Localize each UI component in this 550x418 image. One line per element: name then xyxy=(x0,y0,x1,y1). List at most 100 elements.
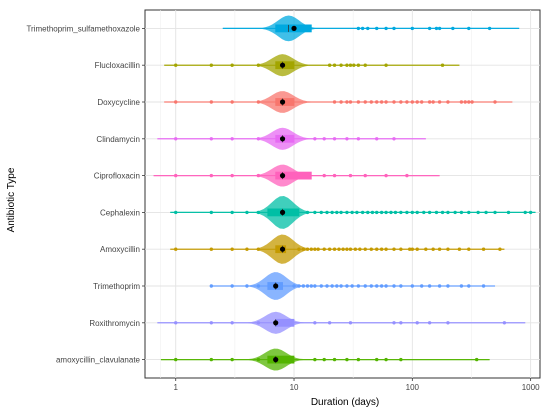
outlier-point xyxy=(493,100,497,104)
outlier-point xyxy=(327,321,332,325)
outlier-point xyxy=(174,247,178,251)
iqr-box xyxy=(267,355,295,364)
outlier-point xyxy=(337,247,341,251)
outlier-point xyxy=(384,63,388,67)
outlier-point xyxy=(384,247,388,251)
outlier-point xyxy=(356,357,361,362)
outlier-point xyxy=(363,247,367,251)
outlier-point xyxy=(375,247,379,251)
outlier-point xyxy=(384,173,388,178)
outlier-point xyxy=(467,100,471,104)
outlier-point xyxy=(256,137,261,141)
outlier-point xyxy=(245,247,249,251)
outlier-point xyxy=(375,210,379,215)
outlier-point xyxy=(356,26,361,31)
mean-point xyxy=(273,320,279,326)
outlier-point xyxy=(437,100,442,104)
outlier-point xyxy=(345,137,349,141)
outlier-point xyxy=(209,357,214,362)
outlier-point xyxy=(360,210,365,215)
outlier-point xyxy=(415,247,419,251)
outlier-point xyxy=(502,321,507,325)
mean-point xyxy=(279,136,286,142)
outlier-point xyxy=(348,173,353,178)
outlier-point xyxy=(369,100,374,104)
outlier-point xyxy=(174,100,178,104)
category-group xyxy=(209,272,496,300)
y-tick-label: amoxycillin_clavulanate xyxy=(56,356,141,365)
outlier-point xyxy=(325,284,329,288)
data-layer xyxy=(153,15,536,371)
outlier-point xyxy=(322,173,326,178)
outlier-point xyxy=(399,321,403,325)
outlier-point xyxy=(384,284,388,288)
outlier-point xyxy=(256,357,261,362)
outlier-point xyxy=(209,63,214,67)
outlier-point xyxy=(392,321,396,325)
outlier-point xyxy=(446,247,450,251)
y-tick-label: Ciprofloxacin xyxy=(94,172,140,181)
outlier-point xyxy=(379,210,384,215)
outlier-point xyxy=(332,63,337,67)
outlier-point xyxy=(309,284,314,288)
outlier-point xyxy=(355,210,359,215)
outlier-point xyxy=(360,26,365,31)
category-group xyxy=(153,164,440,187)
outlier-point xyxy=(313,210,317,215)
outlier-point xyxy=(358,247,362,251)
outlier-point xyxy=(446,284,450,288)
outlier-point xyxy=(330,284,334,288)
outlier-point xyxy=(363,63,367,67)
category-group xyxy=(170,195,536,229)
outlier-point xyxy=(437,247,442,251)
outlier-point xyxy=(339,63,343,67)
outlier-point xyxy=(379,100,384,104)
outlier-point xyxy=(384,26,388,31)
outlier-point xyxy=(434,26,439,31)
outlier-point xyxy=(405,210,409,215)
outlier-point xyxy=(393,210,398,215)
outlier-point xyxy=(332,100,337,104)
outlier-point xyxy=(407,247,412,251)
outlier-point xyxy=(174,357,178,362)
outlier-point xyxy=(327,63,332,67)
outlier-point xyxy=(256,100,261,104)
outlier-point xyxy=(305,284,310,288)
outlier-point xyxy=(424,247,428,251)
outlier-point xyxy=(476,210,480,215)
outlier-point xyxy=(292,284,296,288)
outlier-point xyxy=(339,100,343,104)
outlier-point xyxy=(375,26,379,31)
outlier-point xyxy=(440,63,445,67)
outlier-point xyxy=(440,210,445,215)
outlier-point xyxy=(230,100,234,104)
outlier-point xyxy=(379,247,384,251)
outlier-point xyxy=(345,357,349,362)
outlier-point xyxy=(356,100,361,104)
outlier-point xyxy=(256,321,261,325)
outlier-point xyxy=(427,210,432,215)
outlier-point xyxy=(405,173,409,178)
outlier-point xyxy=(363,284,367,288)
outlier-point xyxy=(484,210,488,215)
outlier-point xyxy=(327,247,332,251)
y-axis: Trimethoprim_sulfamethoxazole Flucloxacil… xyxy=(26,24,145,365)
outlier-point xyxy=(384,100,388,104)
outlier-point xyxy=(399,357,403,362)
outlier-point xyxy=(369,247,374,251)
outlier-point xyxy=(313,321,317,325)
outlier-point xyxy=(369,284,374,288)
outlier-point xyxy=(399,210,403,215)
outlier-point xyxy=(399,284,403,288)
outlier-point xyxy=(392,26,396,31)
outlier-point xyxy=(174,137,178,141)
y-tick-label: Amoxycillin xyxy=(100,245,140,254)
outlier-point xyxy=(487,26,492,31)
outlier-point xyxy=(427,100,432,104)
outlier-point xyxy=(332,173,337,178)
iqr-box xyxy=(275,171,312,180)
outlier-point xyxy=(230,247,234,251)
outlier-point xyxy=(375,284,379,288)
outlier-point xyxy=(363,100,367,104)
